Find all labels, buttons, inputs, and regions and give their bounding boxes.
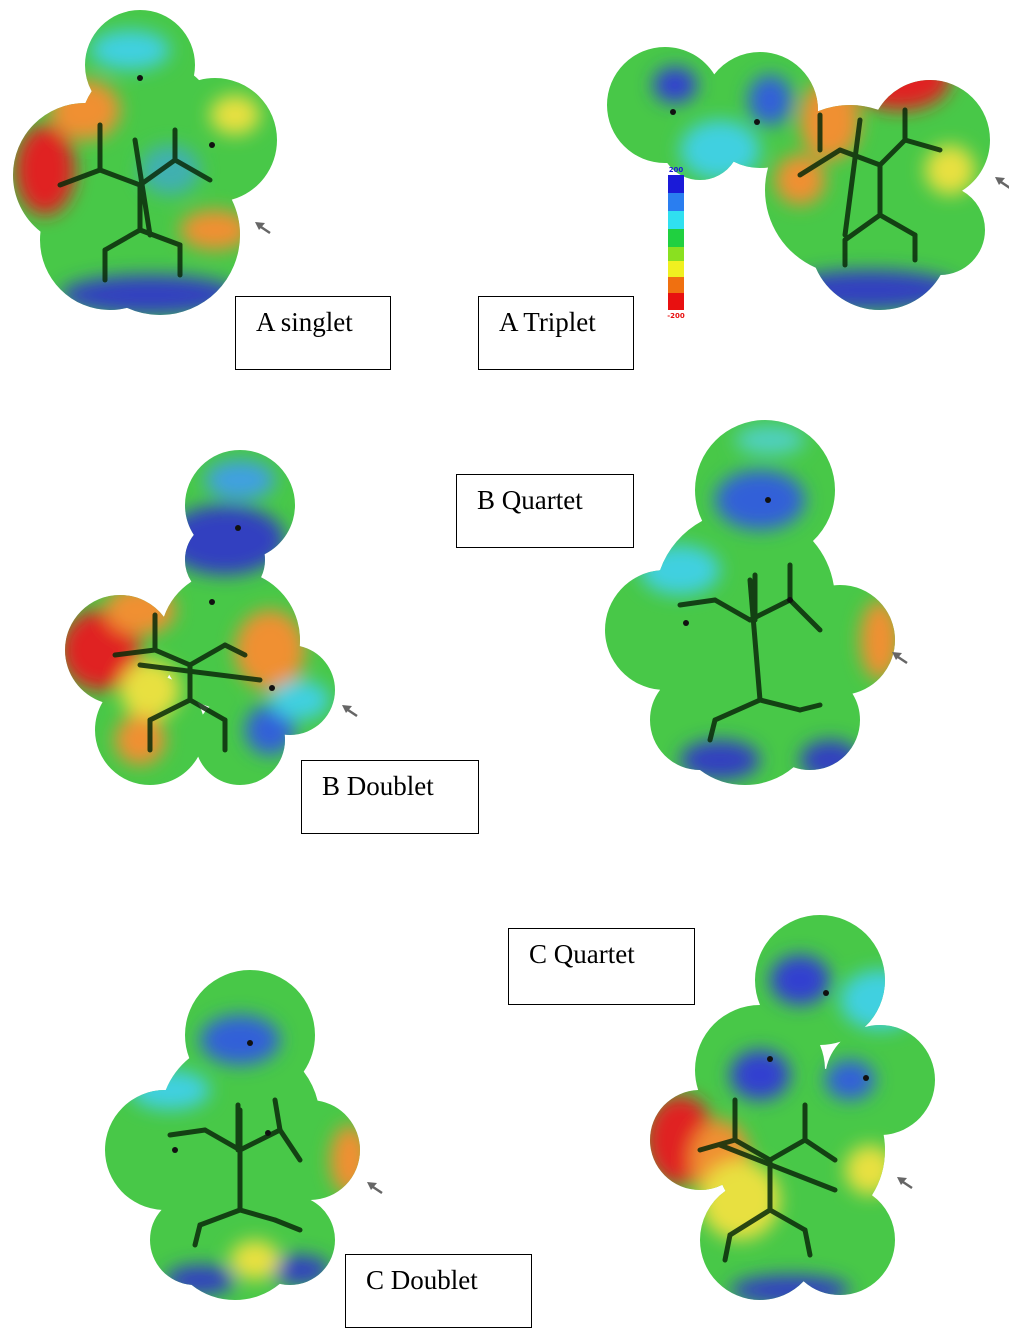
atom-dot [683,620,689,626]
scale-band [668,175,684,193]
atom-dot [863,1075,869,1081]
potential-patch [735,425,805,455]
potential-patch [50,80,120,140]
scale-band [668,293,684,310]
atom-dot [670,109,676,115]
potential-patch [770,955,830,1005]
scale-band [668,247,684,261]
potential-patch [105,585,175,635]
potential-patch [270,680,330,720]
panel-label: C Quartet [508,928,695,1005]
atom-dot [172,1147,178,1153]
potential-patch [715,470,805,530]
panel-label: C Doublet [345,1254,532,1328]
scale-band [668,193,684,211]
potential-patch [165,1265,235,1295]
scale-band [668,277,684,293]
atom-dot [265,1130,271,1136]
atom-dot [209,142,215,148]
potential-patch [640,545,720,595]
potential-patch [330,1125,370,1195]
potential-patch [850,50,950,110]
potential-patch [730,1050,790,1100]
atom-dot [247,1040,253,1046]
scale-band [668,211,684,229]
potential-patch [730,1275,850,1305]
atom-dot [137,75,143,81]
atom-dot [235,525,241,531]
atom-dot [209,599,215,605]
potential-patch [748,75,792,125]
scale-max-label: 200 [669,166,684,174]
potential-patch [205,460,275,500]
panel-label: A Triplet [478,296,634,370]
potential-patch [800,80,860,160]
potential-patch [210,95,260,135]
potential-patch [925,145,975,195]
potential-patch [840,970,920,1030]
atom-dot [767,1056,773,1062]
atom-dot [823,990,829,996]
potential-patch [15,125,75,215]
potential-patch [230,1240,280,1280]
panel-label: B Quartet [456,474,634,548]
potential-patch [680,740,760,780]
potential-patch [845,1145,895,1195]
scale-band [668,261,684,277]
potential-patch [860,600,900,680]
atom-dot [765,497,771,503]
potential-patch [90,30,170,70]
potential-patch [115,715,165,765]
color-scale: 200 -200 [667,166,685,320]
potential-patch [60,275,240,315]
atom-dot [754,119,760,125]
potential-patch [200,1015,280,1065]
figure: 200 -200 [0,0,1009,1328]
scale-min-label: -200 [667,312,685,320]
page: {"panels": [{"label": "A singlet"}, {"la… [0,0,1009,1328]
potential-patch [180,210,250,250]
panel-label: A singlet [235,296,391,370]
potential-patch [653,67,697,103]
potential-patch [680,120,760,180]
potential-patch [165,505,285,575]
panel-label: B Doublet [301,760,479,834]
atom-dot [787,597,793,603]
atom-dot [269,685,275,691]
potential-patch [130,1070,210,1110]
potential-patch [800,740,860,780]
potential-patch [780,270,960,310]
scale-band [668,229,684,247]
